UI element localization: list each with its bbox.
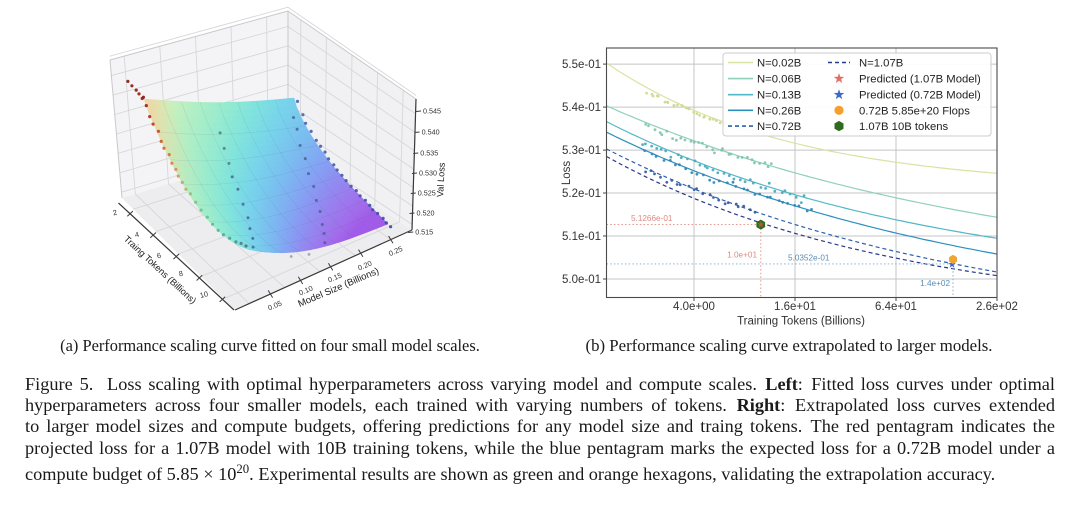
svg-text:5.0352e-01: 5.0352e-01 (788, 253, 830, 262)
svg-text:6.4e+01: 6.4e+01 (875, 301, 917, 313)
svg-text:0.25: 0.25 (387, 244, 404, 258)
svg-text:0.05: 0.05 (266, 299, 283, 313)
svg-text:2: 2 (112, 208, 118, 218)
svg-text:Training Tokens (Billions): Training Tokens (Billions) (737, 316, 865, 328)
svg-text:Val Loss: Val Loss (435, 162, 447, 197)
svg-text:5.4e-01: 5.4e-01 (562, 102, 601, 114)
svg-text:5.0e-01: 5.0e-01 (562, 274, 601, 286)
svg-text:N=0.02B: N=0.02B (757, 58, 801, 70)
svg-text:5.5e-01: 5.5e-01 (562, 59, 601, 71)
svg-text:N=1.07B: N=1.07B (859, 58, 903, 70)
svg-text:5.1e-01: 5.1e-01 (562, 231, 601, 243)
svg-text:0.545: 0.545 (423, 106, 441, 115)
svg-text:10: 10 (199, 289, 209, 300)
svg-text:8: 8 (178, 269, 184, 279)
svg-text:N=0.26B: N=0.26B (757, 105, 801, 117)
svg-text:4.0e+00: 4.0e+00 (673, 301, 715, 313)
svg-text:1.07B 10B tokens: 1.07B 10B tokens (859, 121, 949, 133)
svg-text:5.2e-01: 5.2e-01 (562, 188, 601, 200)
svg-text:N=0.72B: N=0.72B (757, 121, 801, 133)
svg-text:0.72B 5.85e+20 Flops: 0.72B 5.85e+20 Flops (859, 105, 970, 117)
svg-text:0.525: 0.525 (418, 188, 436, 197)
svg-text:0.515: 0.515 (415, 227, 433, 236)
svg-text:N=0.06B: N=0.06B (757, 74, 801, 86)
svg-text:0.520: 0.520 (417, 208, 435, 217)
svg-text:1.6e+01: 1.6e+01 (774, 301, 816, 313)
svg-text:4: 4 (134, 230, 140, 240)
svg-text:5.1266e-01: 5.1266e-01 (631, 214, 673, 223)
svg-text:0.535: 0.535 (420, 148, 438, 157)
svg-text:1.4e+02: 1.4e+02 (920, 279, 950, 288)
svg-text:Loss: Loss (561, 161, 573, 186)
svg-text:Predicted (1.07B Model): Predicted (1.07B Model) (859, 74, 981, 86)
svg-text:6: 6 (156, 251, 162, 261)
svg-text:0.540: 0.540 (422, 127, 440, 136)
svg-text:Predicted (0.72B Model): Predicted (0.72B Model) (859, 90, 981, 102)
svg-text:5.3e-01: 5.3e-01 (562, 145, 601, 157)
svg-text:2.6e+02: 2.6e+02 (976, 301, 1018, 313)
svg-text:1.0e+01: 1.0e+01 (727, 251, 757, 260)
svg-text:N=0.13B: N=0.13B (757, 90, 801, 102)
svg-text:0.530: 0.530 (419, 168, 437, 177)
